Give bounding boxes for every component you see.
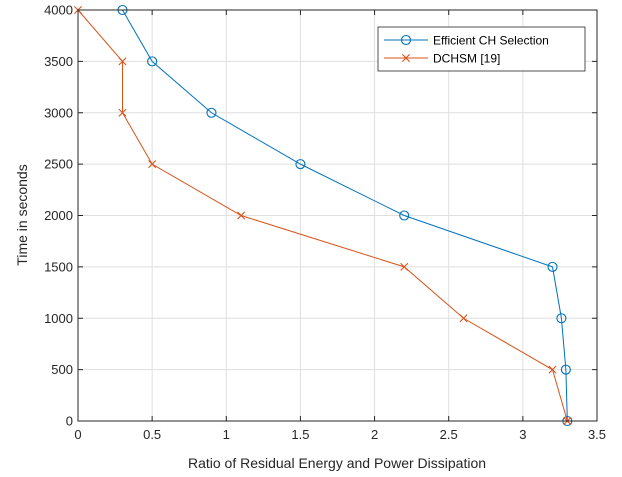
y-tick-label: 4000	[44, 3, 73, 18]
y-tick-label: 2500	[44, 157, 73, 172]
legend-box	[377, 26, 586, 72]
data-point	[118, 108, 127, 117]
y-tick-label: 1000	[44, 311, 73, 326]
x-tick-label: 3.5	[588, 427, 606, 442]
data-point	[147, 56, 158, 67]
legend-item-0: Efficient CH Selection	[384, 34, 549, 48]
legend-marker	[402, 54, 410, 62]
y-axis-label: Time in seconds	[14, 164, 30, 265]
x-axis-label: Ratio of Residual Energy and Power Dissi…	[188, 455, 486, 471]
legend-item-1: DCHSM [19]	[384, 52, 500, 66]
y-tick-label: 3500	[44, 54, 73, 69]
y-tick-label: 3000	[44, 105, 73, 120]
data-point	[556, 313, 567, 324]
legend-marker	[400, 34, 412, 46]
series-layer	[74, 4, 573, 427]
data-point	[206, 107, 217, 118]
data-point	[548, 365, 557, 374]
x-marker-stroke	[118, 108, 127, 117]
data-point	[560, 364, 571, 375]
x-marker-stroke	[459, 314, 468, 323]
data-point	[399, 210, 410, 221]
x-tick-label: 3	[519, 427, 526, 442]
data-point	[118, 57, 127, 66]
x-marker-stroke	[237, 211, 246, 220]
y-tick-label: 500	[51, 362, 73, 377]
legend-label: Efficient CH Selection	[433, 34, 549, 48]
y-tick-label: 2000	[44, 208, 73, 223]
series-0	[117, 4, 573, 427]
data-point	[547, 261, 558, 272]
axis-ticks: 0 0.5 1 1.5 2 2.5 3 3.5 0 500 1000 1500 2000 2500 3000…	[44, 3, 606, 443]
data-point	[459, 314, 468, 323]
legend-label: DCHSM [19]	[433, 52, 500, 66]
legend: Efficient CH Selection DCHSM [19]	[377, 26, 586, 72]
x-marker-stroke	[118, 57, 127, 66]
x-tick-label: 1.5	[291, 427, 309, 442]
data-point	[148, 160, 157, 169]
x-tick-label: 2.5	[440, 427, 458, 442]
y-tick-label: 1500	[44, 259, 73, 274]
x-marker-stroke	[148, 160, 157, 169]
data-point	[237, 211, 246, 220]
x-marker-stroke	[402, 54, 410, 62]
x-tick-label: 2	[371, 427, 378, 442]
x-tick-label: 0.5	[143, 427, 161, 442]
data-point	[400, 262, 409, 271]
y-tick-label: 0	[66, 414, 73, 429]
x-marker-stroke	[548, 365, 557, 374]
data-point	[295, 159, 306, 170]
x-tick-label: 0	[74, 427, 81, 442]
x-tick-label: 1	[223, 427, 230, 442]
legend-items: Efficient CH Selection DCHSM [19]	[384, 34, 549, 66]
series-line	[122, 9, 568, 422]
x-marker-stroke	[400, 262, 409, 271]
